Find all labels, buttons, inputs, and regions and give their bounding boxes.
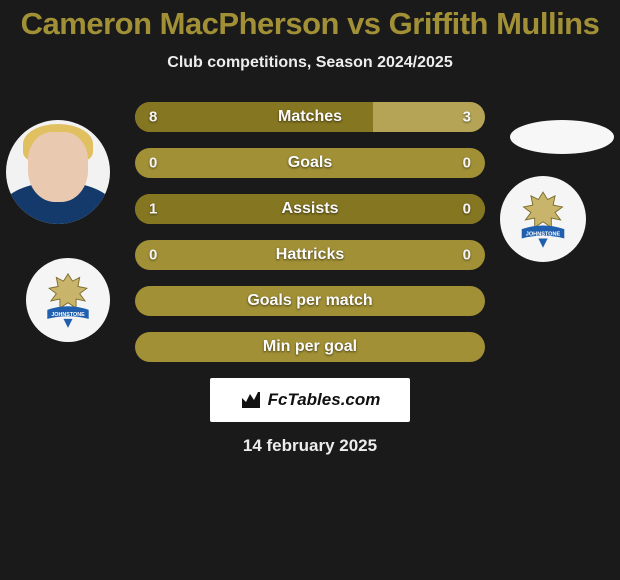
stat-label: Goals per match [247,292,372,310]
player1-avatar [6,120,110,224]
watermark-text: FcTables.com [268,390,381,410]
date-label: 14 february 2025 [0,436,620,456]
stat-label: Hattricks [276,246,344,264]
stat-value-right: 0 [463,155,471,172]
avatar-head [28,132,88,202]
stat-value-right: 0 [463,201,471,218]
stat-label: Matches [278,108,342,126]
player1-club-crest: JOHNSTONE [26,258,110,342]
stat-value-left: 0 [149,155,157,172]
stat-value-left: 0 [149,247,157,264]
watermark: FcTables.com [210,378,410,422]
stat-bar: 1 0 Assists [135,194,485,224]
svg-text:JOHNSTONE: JOHNSTONE [526,232,561,238]
stat-label: Goals [288,154,332,172]
stat-row: Goals per match [135,286,485,316]
crest-icon: JOHNSTONE [511,187,576,252]
subtitle: Club competitions, Season 2024/2025 [0,54,620,72]
svg-text:JOHNSTONE: JOHNSTONE [51,312,85,318]
stat-bar: 8 3 Matches [135,102,485,132]
watermark-icon [240,390,262,410]
stat-row: 8 3 Matches [135,102,485,132]
stat-row: 1 0 Assists [135,194,485,224]
stat-bar: Goals per match [135,286,485,316]
stat-bar: 0 0 Goals [135,148,485,178]
stat-bar: Min per goal [135,332,485,362]
stats-container: 8 3 Matches 0 0 Goals 1 0 Assists 0 0 Hattricks Goal… [135,102,485,362]
player2-avatar [510,120,614,154]
stat-label: Min per goal [263,338,357,356]
stat-value-left: 8 [149,109,157,126]
stat-value-left: 1 [149,201,157,218]
crest-icon: JOHNSTONE [37,269,100,332]
stat-row: 0 0 Goals [135,148,485,178]
stat-row: 0 0 Hattricks [135,240,485,270]
player2-club-crest: JOHNSTONE [500,176,586,262]
stat-bar: 0 0 Hattricks [135,240,485,270]
stat-row: Min per goal [135,332,485,362]
stat-label: Assists [282,200,339,218]
stat-value-right: 3 [463,109,471,126]
stat-value-right: 0 [463,247,471,264]
page-title: Cameron MacPherson vs Griffith Mullins [0,0,620,42]
